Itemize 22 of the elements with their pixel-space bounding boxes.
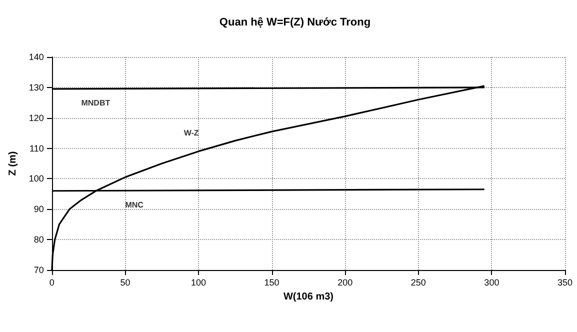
x-tick-label: 50 <box>120 278 130 288</box>
y-tick-label: 140 <box>28 52 44 62</box>
annotation: MNC <box>125 200 144 210</box>
x-tick-label: 150 <box>264 278 280 288</box>
y-axis-title: Z (m) <box>8 151 18 176</box>
annotation: W-Z <box>184 128 199 138</box>
y-tick-label: 130 <box>28 82 44 92</box>
x-tick-label: 350 <box>557 278 573 288</box>
x-tick-label: 300 <box>484 278 500 288</box>
y-tick-label: 90 <box>34 204 44 214</box>
x-tick-label: 200 <box>338 278 353 288</box>
y-tick-label: 80 <box>34 234 44 245</box>
y-tick-label: 70 <box>34 265 44 275</box>
x-tick-label: 250 <box>410 278 426 288</box>
x-axis-title: W(106 m3) <box>283 292 334 302</box>
x-tick-label: 100 <box>190 278 206 288</box>
x-tick-label: 0 <box>49 278 54 288</box>
y-tick-label: 110 <box>30 143 44 154</box>
annotation: MNDBT <box>81 98 110 108</box>
chart-title: Quan hệ W=F(Z) Nước Trong <box>219 16 371 28</box>
y-tick-label: 100 <box>28 174 44 184</box>
y-tick-label: 120 <box>28 112 44 123</box>
